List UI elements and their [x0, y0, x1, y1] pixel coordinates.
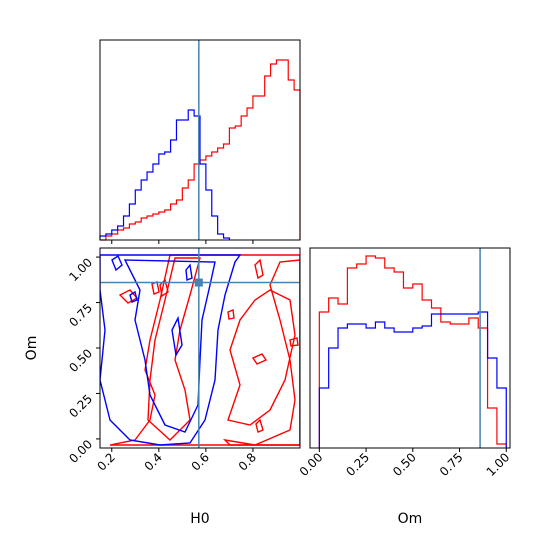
red-contour-blob-5 — [289, 337, 299, 347]
contour-y-tick-label: 0.25 — [66, 392, 95, 421]
contour-x-tick-label: 0.4 — [142, 450, 165, 473]
blue-contour-outer — [100, 254, 242, 446]
contour-y-tick-label: 0.75 — [66, 301, 95, 330]
truth-marker — [194, 278, 203, 287]
x-axis-label-om: Om — [398, 511, 423, 527]
hist-h0-frame — [99, 39, 301, 241]
red-contour-blob-8 — [159, 278, 169, 298]
hist-om-x-tick-label: 0.00 — [297, 450, 326, 479]
contour-red-lines — [109, 254, 300, 446]
blue-contour-inner — [123, 259, 216, 433]
red-contour-blob-7 — [227, 309, 235, 320]
hist-om-red-series — [318, 255, 507, 448]
contour-y-tick-label: 0.50 — [66, 346, 95, 375]
red-contour-blob-2 — [151, 281, 160, 295]
contour-blue-lines — [100, 254, 242, 446]
red-contour-blob-3 — [251, 353, 268, 365]
y-axis-label-om: Om — [24, 336, 40, 361]
contour-x-tick-label: 0.6 — [189, 450, 212, 473]
hist-om-x-tick-label: 0.25 — [343, 450, 372, 479]
contour-x-tick-label: 0.8 — [236, 450, 259, 473]
x-axis-label-h0: H0 — [190, 511, 209, 527]
hist-om-frame — [309, 247, 511, 449]
hist-h0-panel — [99, 39, 301, 244]
contour-x-tick-label: 0.2 — [94, 450, 117, 473]
hist-om-panel: 0.00 0.25 0.50 0.75 1.00 Om — [297, 247, 513, 527]
red-contour-blob-4 — [255, 418, 264, 433]
contour-y-tick-label: 0.00 — [66, 437, 95, 466]
contour-y-tick-label: 1.00 — [66, 255, 95, 284]
contour-panel: 0.2 0.4 0.6 0.8 0.00 0.25 0.50 0.75 1.00 H0 Om — [24, 247, 301, 527]
blue-contour-blob-2 — [129, 290, 138, 303]
blue-contour-blob-1 — [111, 254, 123, 272]
hist-om-blue-series — [318, 311, 507, 448]
red-contour-inner-2 — [222, 259, 300, 446]
blue-contour-core — [171, 315, 183, 358]
blue-contour-blob-3 — [185, 263, 193, 281]
red-contour-blob-6 — [254, 258, 264, 280]
red-contour-inner-1 — [147, 257, 201, 441]
hist-h0-blue-series — [99, 109, 231, 240]
hist-om-x-tick-label: 0.50 — [390, 450, 419, 479]
hist-om-x-tick-label: 0.75 — [437, 450, 466, 479]
red-contour-inner-3 — [227, 289, 296, 426]
red-contour-outer — [109, 254, 300, 446]
hist-om-x-tick-label: 1.00 — [484, 450, 513, 479]
